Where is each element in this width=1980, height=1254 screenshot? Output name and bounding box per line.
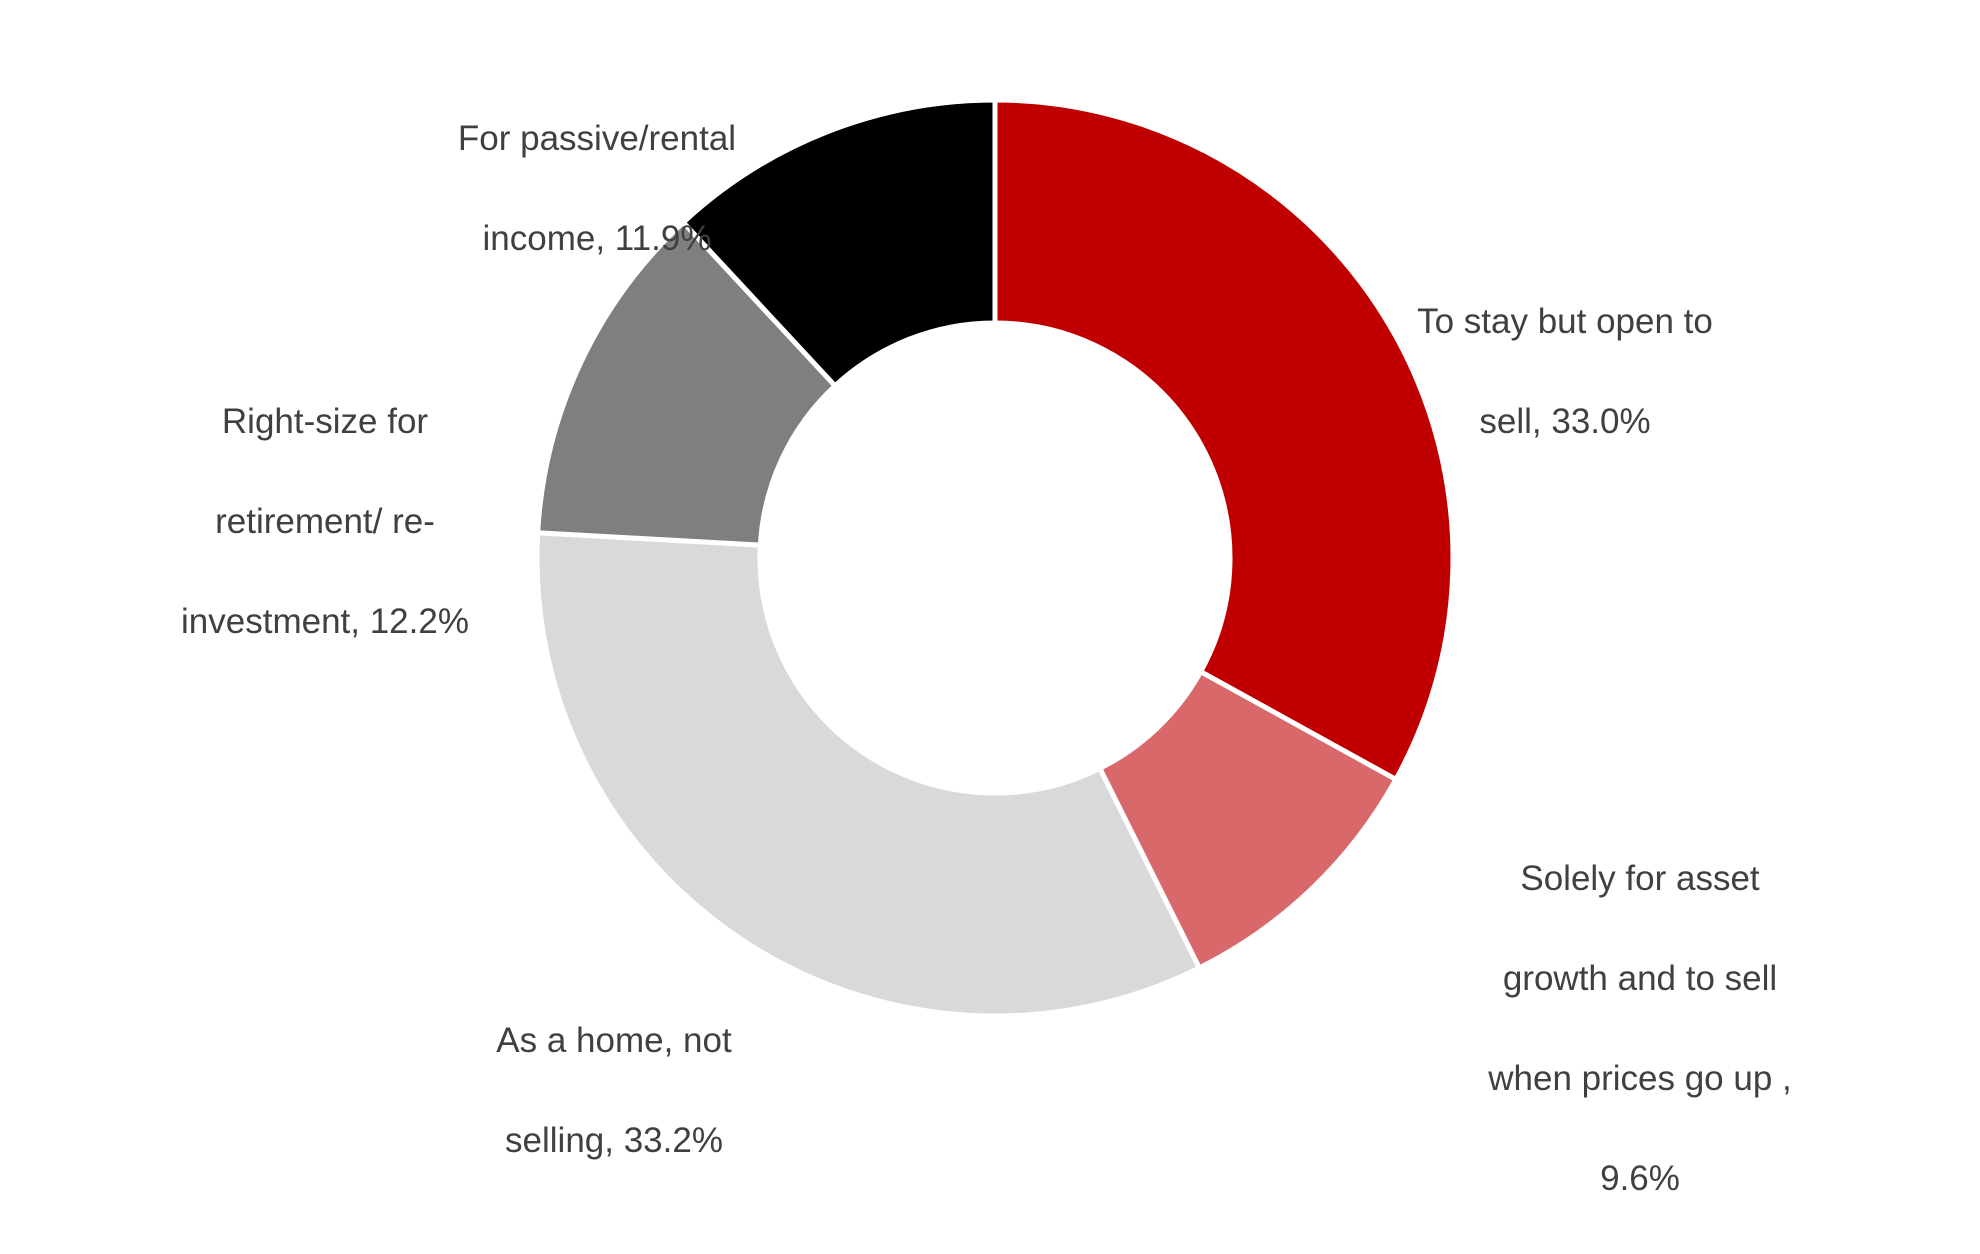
slice-label-home-line-1: As a home, not xyxy=(496,1021,732,1060)
slice-label-passive-income-line-2: income, 11.9% xyxy=(482,219,712,258)
slice-label-right-size: Right-size for retirement/ re- investmen… xyxy=(125,347,525,697)
slice-label-asset-growth: Solely for asset growth and to sell when… xyxy=(1440,804,1840,1254)
slice-label-asset-growth-line-4: 9.6% xyxy=(1600,1159,1680,1198)
slice-label-home: As a home, not selling, 33.2% xyxy=(414,966,814,1216)
slice-label-to-stay-line-1: To stay but open to xyxy=(1417,302,1713,341)
slice-label-right-size-line-2: retirement/ re- xyxy=(215,502,435,541)
slice-label-right-size-line-3: investment, 12.2% xyxy=(181,602,469,641)
slice-label-home-line-2: selling, 33.2% xyxy=(505,1121,723,1160)
donut-chart: To stay but open to sell, 33.0% Solely f… xyxy=(125,64,1792,1198)
donut-slice-home xyxy=(534,530,1203,1019)
slice-label-to-stay: To stay but open to sell, 33.0% xyxy=(1365,247,1765,497)
slice-label-passive-income-line-1: For passive/rental xyxy=(457,119,737,158)
slice-label-asset-growth-line-2: growth and to sell xyxy=(1502,959,1778,998)
slice-label-to-stay-line-2: sell, 33.0% xyxy=(1479,402,1651,441)
donut-chart-svg xyxy=(534,97,1456,1019)
slice-label-asset-growth-line-3: when prices go up , xyxy=(1488,1059,1792,1098)
donut-slice-right-size xyxy=(535,218,839,548)
slice-label-asset-growth-line-1: Solely for asset xyxy=(1520,859,1760,898)
slice-label-passive-income: For passive/rental income, 11.9% xyxy=(397,64,797,314)
donut-slice-to-stay xyxy=(992,97,1456,783)
donut-slice-passive-income xyxy=(679,97,998,390)
slice-label-right-size-line-1: Right-size for xyxy=(221,402,429,441)
